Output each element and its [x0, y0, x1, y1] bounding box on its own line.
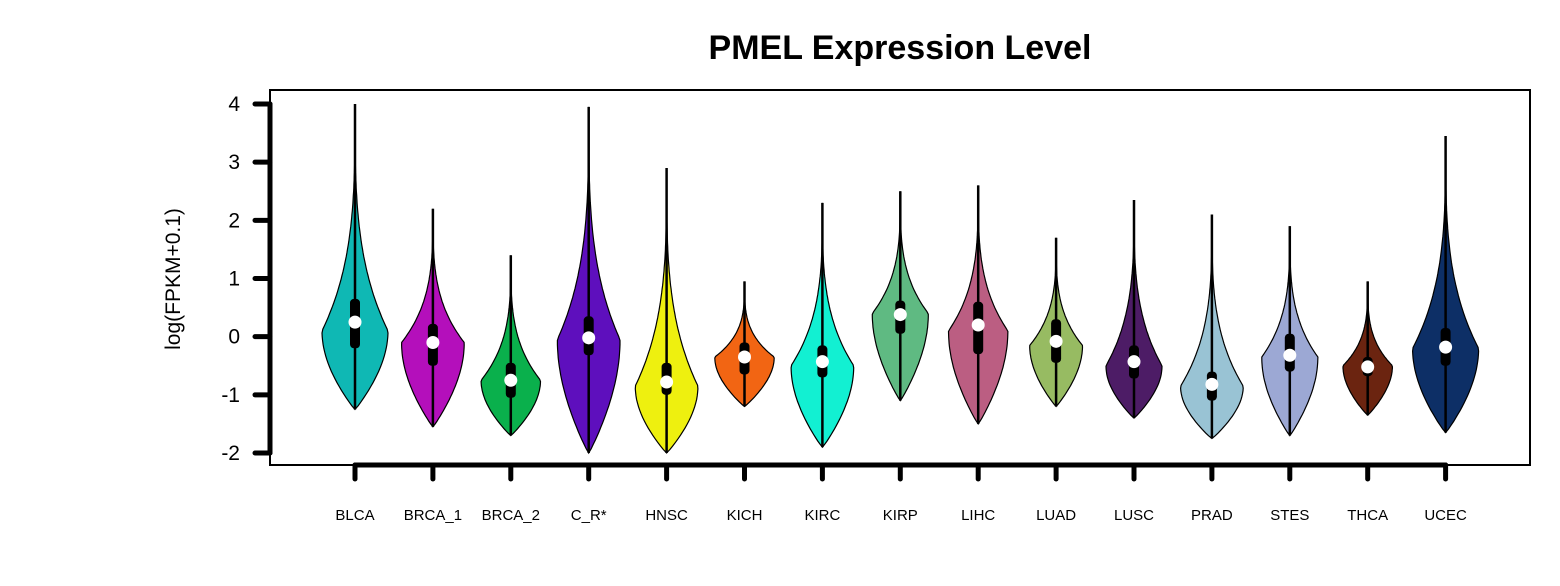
- x-tick-label: PRAD: [1191, 507, 1233, 524]
- x-tick-label: UCEC: [1424, 507, 1467, 524]
- x-tick-label: BRCA_1: [404, 507, 462, 524]
- x-tick-label: KICH: [727, 507, 763, 524]
- violin-lusc: [1105, 199, 1163, 419]
- x-tick-label: KIRC: [804, 507, 840, 524]
- violin-blca: [321, 104, 389, 411]
- x-tick-label: LUSC: [1114, 507, 1154, 524]
- median-point: [971, 318, 985, 332]
- violin-prad: [1179, 214, 1244, 440]
- violin-brca-2: [480, 255, 542, 437]
- violin-c-r-: [556, 106, 621, 455]
- median-point: [1439, 340, 1453, 354]
- median-point: [660, 375, 674, 389]
- median-point: [738, 350, 751, 364]
- violin-stes: [1261, 226, 1319, 437]
- x-tick-label: LUAD: [1036, 507, 1076, 524]
- median-point: [893, 308, 907, 322]
- median-point: [1205, 377, 1219, 391]
- median-point: [1361, 360, 1375, 374]
- violins-group: [321, 104, 1480, 455]
- x-tick-label: BLCA: [335, 507, 374, 524]
- median-point: [1127, 355, 1141, 369]
- axes-group: 4 3 2 1 0 -1 -2 BLCA BRCA_1 BRCA_2 C_R* HNSC KICH KIR…: [221, 93, 1467, 524]
- violin-kirp: [871, 191, 929, 402]
- y-tick-label: 4: [228, 93, 240, 116]
- x-tick-label: KIRP: [883, 507, 918, 524]
- x-tick-label: HNSC: [645, 507, 688, 524]
- median-point: [1283, 348, 1297, 362]
- violin-hnsc: [634, 167, 699, 454]
- y-tick-label: -1: [221, 384, 240, 407]
- y-tick-label: 1: [228, 268, 240, 291]
- violin-ucec: [1411, 135, 1480, 434]
- median-point: [348, 315, 362, 329]
- violin-kirc: [790, 202, 855, 449]
- median-point: [582, 331, 596, 345]
- median-point: [1049, 334, 1063, 348]
- chart-title: PMEL Expression Level: [709, 29, 1092, 67]
- y-axis-label: log(FPKM+0.1): [162, 208, 185, 350]
- violin-brca-1: [400, 208, 465, 428]
- x-tick-label: STES: [1270, 507, 1309, 524]
- x-tick-label: LIHC: [961, 507, 995, 524]
- violin-lihc: [947, 185, 1009, 425]
- y-tick-label: 0: [228, 326, 240, 349]
- y-tick-label: 3: [228, 151, 240, 174]
- median-point: [815, 355, 829, 369]
- median-point: [504, 373, 518, 387]
- violin-thca: [1342, 281, 1393, 417]
- x-tick-label: THCA: [1347, 507, 1388, 524]
- median-point: [426, 335, 440, 349]
- violin-luad: [1029, 237, 1084, 408]
- x-tick-label: BRCA_2: [482, 507, 540, 524]
- y-tick-label: 2: [228, 209, 240, 232]
- y-tick-label: -2: [221, 442, 240, 465]
- violin-kich: [714, 281, 775, 408]
- x-tick-label: C_R*: [571, 507, 607, 524]
